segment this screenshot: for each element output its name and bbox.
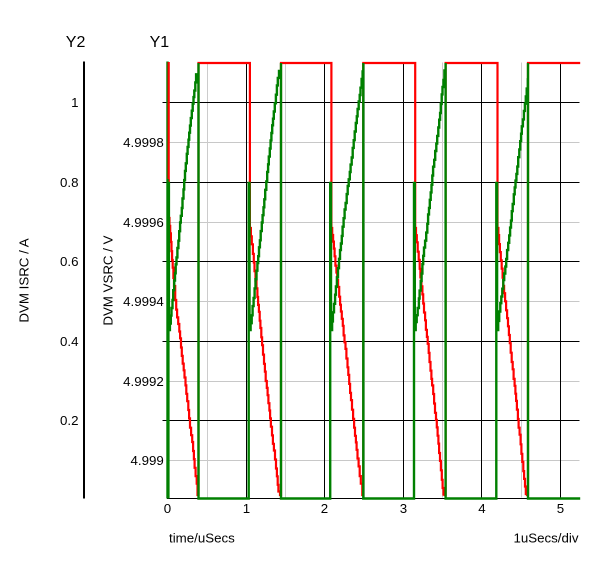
svg-text:Y2: Y2 (66, 34, 86, 51)
svg-text:DVM ISRC / A: DVM ISRC / A (17, 238, 32, 322)
svg-text:1: 1 (71, 95, 78, 110)
svg-text:Y1: Y1 (150, 34, 170, 51)
svg-text:0.2: 0.2 (60, 413, 79, 428)
svg-text:4.999: 4.999 (131, 453, 164, 468)
svg-text:0: 0 (164, 501, 171, 516)
svg-text:0.6: 0.6 (60, 254, 79, 269)
svg-text:0.4: 0.4 (60, 334, 79, 349)
svg-text:DVM VSRC / V: DVM VSRC / V (101, 235, 116, 325)
svg-text:4.9994: 4.9994 (123, 294, 164, 309)
svg-text:0.8: 0.8 (60, 175, 79, 190)
svg-text:1: 1 (243, 501, 250, 516)
svg-text:4.9992: 4.9992 (123, 374, 164, 389)
svg-text:4.9996: 4.9996 (123, 215, 164, 230)
svg-text:2: 2 (321, 501, 328, 516)
svg-text:4: 4 (478, 501, 485, 516)
svg-text:5: 5 (557, 501, 564, 516)
svg-text:4.9998: 4.9998 (123, 135, 164, 150)
svg-text:3: 3 (400, 501, 407, 516)
svg-text:time/uSecs: time/uSecs (169, 531, 235, 546)
svg-text:1uSecs/div: 1uSecs/div (513, 531, 578, 546)
